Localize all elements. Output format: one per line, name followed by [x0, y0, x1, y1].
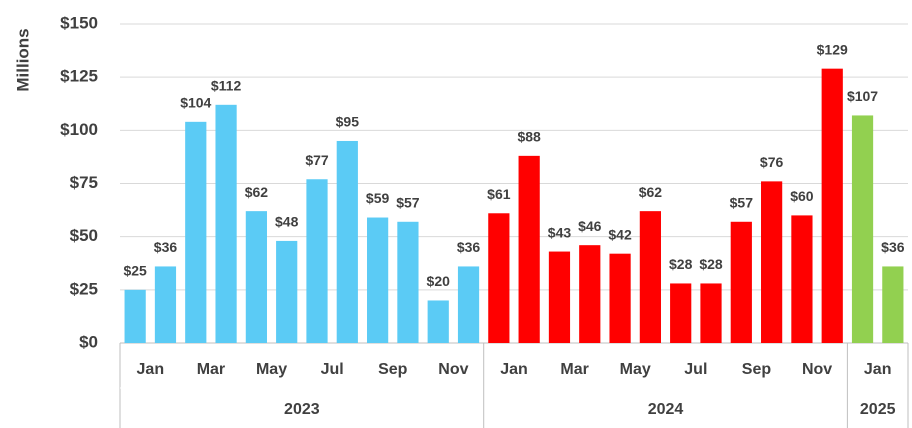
bar: [276, 240, 298, 343]
value-label: $107: [847, 88, 878, 104]
bar: [670, 283, 692, 343]
bar: [851, 115, 874, 344]
value-label: $88: [517, 129, 541, 145]
bar: [427, 300, 449, 343]
value-label: $42: [608, 226, 632, 242]
bar: [609, 253, 631, 343]
x-tick-label: Sep: [378, 361, 408, 378]
value-label: $36: [457, 239, 481, 255]
y-axis-label: Millions: [13, 28, 32, 91]
value-label: $95: [336, 114, 360, 130]
x-tick-label: Sep: [742, 361, 772, 378]
x-tick-label: Nov: [438, 361, 468, 378]
value-label: $77: [305, 152, 329, 168]
x-tick-label: Mar: [560, 361, 588, 378]
bar: [882, 266, 904, 343]
bar: [215, 104, 237, 344]
value-label: $36: [154, 239, 178, 255]
bar: [185, 121, 207, 344]
value-label: $48: [275, 214, 299, 230]
value-label: $62: [639, 184, 663, 200]
x-tick-label: Jul: [321, 361, 344, 378]
x-tick-label: Nov: [802, 361, 832, 378]
bar: [488, 213, 510, 343]
value-label: $28: [699, 256, 723, 272]
bar: [548, 251, 571, 343]
bar: [245, 211, 267, 343]
bar: [579, 245, 601, 343]
bar: [518, 155, 540, 343]
value-label: $59: [366, 190, 390, 206]
group-label: 2025: [860, 401, 896, 418]
bar: [154, 266, 177, 343]
x-tick-label: Mar: [197, 361, 225, 378]
bar: [730, 221, 752, 343]
bar: [791, 215, 813, 343]
bar: [367, 217, 389, 343]
x-tick-label: Jul: [684, 361, 707, 378]
bar: [639, 211, 661, 343]
value-label: $104: [180, 95, 211, 111]
bar: [306, 179, 328, 343]
y-tick-label: $150: [60, 13, 98, 32]
y-tick-label: $25: [70, 279, 98, 298]
value-label: $76: [760, 154, 784, 170]
value-label: $62: [245, 184, 269, 200]
value-label: $112: [211, 78, 242, 94]
value-label: $57: [730, 194, 754, 210]
value-label: $25: [123, 263, 147, 279]
group-label: 2023: [284, 401, 320, 418]
bar: [761, 181, 783, 343]
value-label: $129: [817, 41, 848, 57]
bar: [457, 266, 480, 343]
group-label: 2024: [648, 401, 684, 418]
x-tick-label: Jan: [137, 361, 165, 378]
bar: [336, 140, 358, 343]
bar: [821, 68, 843, 343]
value-label: $60: [790, 188, 814, 204]
y-tick-label: $0: [79, 332, 98, 351]
bar: [397, 221, 419, 343]
bar: [124, 289, 146, 343]
value-label: $61: [487, 186, 511, 202]
x-tick-label: Jan: [500, 361, 528, 378]
value-label: $20: [427, 273, 451, 289]
value-label: $46: [578, 218, 602, 234]
value-label: $36: [881, 239, 905, 255]
x-tick-label: May: [256, 361, 287, 378]
y-tick-label: $125: [60, 67, 98, 86]
y-tick-label: $75: [70, 173, 98, 192]
value-label: $57: [396, 194, 420, 210]
x-tick-label: May: [620, 361, 651, 378]
bar: [700, 283, 722, 343]
value-label: $43: [548, 224, 572, 240]
y-tick-label: $50: [70, 226, 98, 245]
value-label: $28: [669, 256, 693, 272]
x-tick-label: Jan: [864, 361, 892, 378]
y-tick-label: $100: [60, 120, 98, 139]
